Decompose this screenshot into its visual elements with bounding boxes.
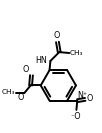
- Text: N⁺: N⁺: [78, 91, 88, 100]
- Text: ⁻O: ⁻O: [70, 112, 81, 121]
- Text: O: O: [54, 31, 60, 40]
- Text: O: O: [23, 65, 29, 74]
- Text: O: O: [70, 52, 71, 53]
- Text: CH₃: CH₃: [2, 90, 15, 95]
- Text: O: O: [86, 94, 92, 103]
- Text: HN: HN: [36, 56, 47, 65]
- Text: CH₃: CH₃: [70, 50, 83, 56]
- Text: O: O: [17, 93, 24, 102]
